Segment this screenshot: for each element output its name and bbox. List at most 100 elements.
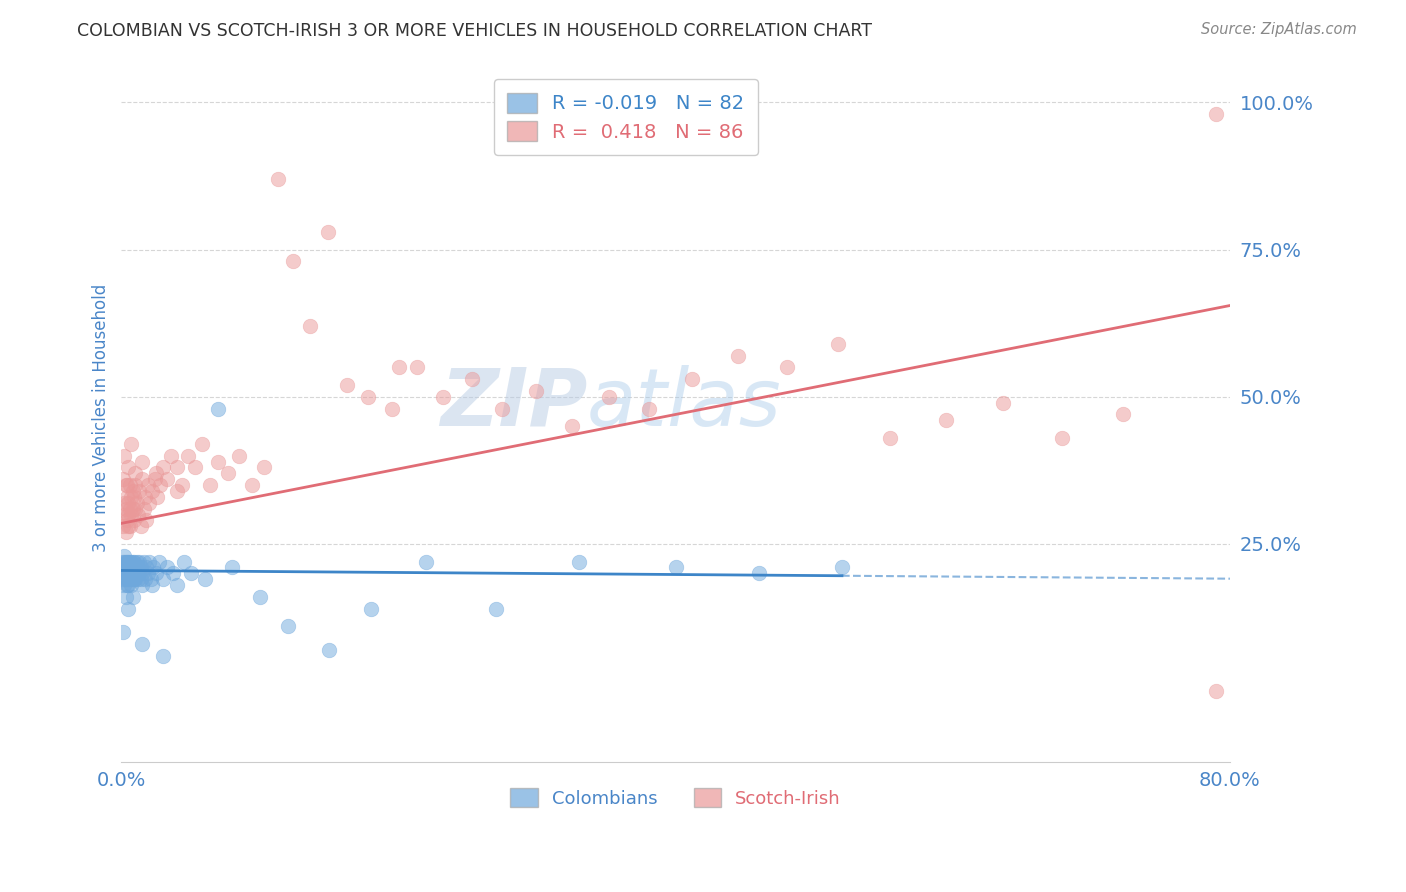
Point: [524, 384, 547, 398]
Point: [298, 319, 321, 334]
Text: COLOMBIAN VS SCOTCH-IRISH 3 OR MORE VEHICLES IN HOUSEHOLD CORRELATION CHART: COLOMBIAN VS SCOTCH-IRISH 3 OR MORE VEHI…: [77, 22, 872, 40]
Point: [152, 648, 174, 663]
Y-axis label: 3 or more Vehicles in Household: 3 or more Vehicles in Household: [93, 284, 110, 551]
Point: [131, 472, 153, 486]
Point: [145, 566, 167, 581]
Point: [143, 472, 166, 486]
Point: [561, 419, 583, 434]
Legend: Colombians, Scotch-Irish: Colombians, Scotch-Irish: [503, 780, 848, 814]
Point: [112, 560, 135, 574]
Point: [1205, 107, 1227, 121]
Point: [405, 360, 427, 375]
Point: [935, 413, 957, 427]
Point: [665, 560, 688, 574]
Point: [117, 601, 139, 615]
Point: [120, 572, 142, 586]
Point: [249, 590, 271, 604]
Point: [125, 566, 148, 581]
Point: [117, 508, 139, 522]
Point: [128, 555, 150, 569]
Point: [111, 625, 134, 640]
Point: [120, 490, 142, 504]
Point: [240, 478, 263, 492]
Point: [120, 508, 142, 522]
Point: [775, 360, 797, 375]
Point: [112, 555, 135, 569]
Point: [146, 490, 169, 504]
Text: atlas: atlas: [588, 365, 782, 442]
Point: [136, 478, 159, 492]
Point: [138, 555, 160, 569]
Point: [112, 578, 135, 592]
Point: [114, 566, 136, 581]
Point: [121, 501, 143, 516]
Point: [115, 560, 138, 574]
Point: [145, 467, 167, 481]
Point: [112, 496, 135, 510]
Point: [1112, 408, 1135, 422]
Point: [357, 390, 380, 404]
Point: [114, 572, 136, 586]
Point: [194, 572, 217, 586]
Point: [166, 460, 188, 475]
Point: [217, 467, 239, 481]
Point: [117, 560, 139, 574]
Point: [131, 566, 153, 581]
Point: [141, 483, 163, 498]
Point: [1052, 431, 1074, 445]
Point: [121, 560, 143, 574]
Point: [124, 467, 146, 481]
Point: [162, 566, 184, 581]
Point: [111, 519, 134, 533]
Point: [135, 560, 157, 574]
Point: [112, 508, 135, 522]
Point: [111, 572, 134, 586]
Point: [129, 519, 152, 533]
Point: [142, 560, 165, 574]
Point: [112, 549, 135, 563]
Point: [122, 513, 145, 527]
Point: [149, 478, 172, 492]
Point: [131, 454, 153, 468]
Point: [115, 566, 138, 581]
Point: [117, 496, 139, 510]
Point: [207, 401, 229, 416]
Point: [177, 449, 200, 463]
Text: Source: ZipAtlas.com: Source: ZipAtlas.com: [1201, 22, 1357, 37]
Point: [173, 555, 195, 569]
Point: [827, 336, 849, 351]
Point: [131, 578, 153, 592]
Point: [136, 566, 159, 581]
Point: [115, 478, 138, 492]
Text: ZIP: ZIP: [440, 365, 588, 442]
Point: [124, 566, 146, 581]
Point: [120, 578, 142, 592]
Point: [122, 555, 145, 569]
Point: [879, 431, 901, 445]
Point: [112, 449, 135, 463]
Point: [121, 483, 143, 498]
Point: [207, 454, 229, 468]
Point: [124, 560, 146, 574]
Point: [117, 566, 139, 581]
Point: [125, 555, 148, 569]
Point: [267, 172, 290, 186]
Point: [484, 601, 506, 615]
Point: [432, 390, 454, 404]
Point: [114, 590, 136, 604]
Point: [156, 560, 179, 574]
Point: [129, 560, 152, 574]
Point: [166, 483, 188, 498]
Point: [127, 572, 149, 586]
Point: [115, 578, 138, 592]
Point: [118, 555, 141, 569]
Point: [111, 472, 134, 486]
Point: [112, 566, 135, 581]
Point: [128, 483, 150, 498]
Point: [117, 519, 139, 533]
Point: [122, 572, 145, 586]
Point: [117, 572, 139, 586]
Point: [122, 566, 145, 581]
Point: [748, 566, 770, 581]
Point: [120, 566, 142, 581]
